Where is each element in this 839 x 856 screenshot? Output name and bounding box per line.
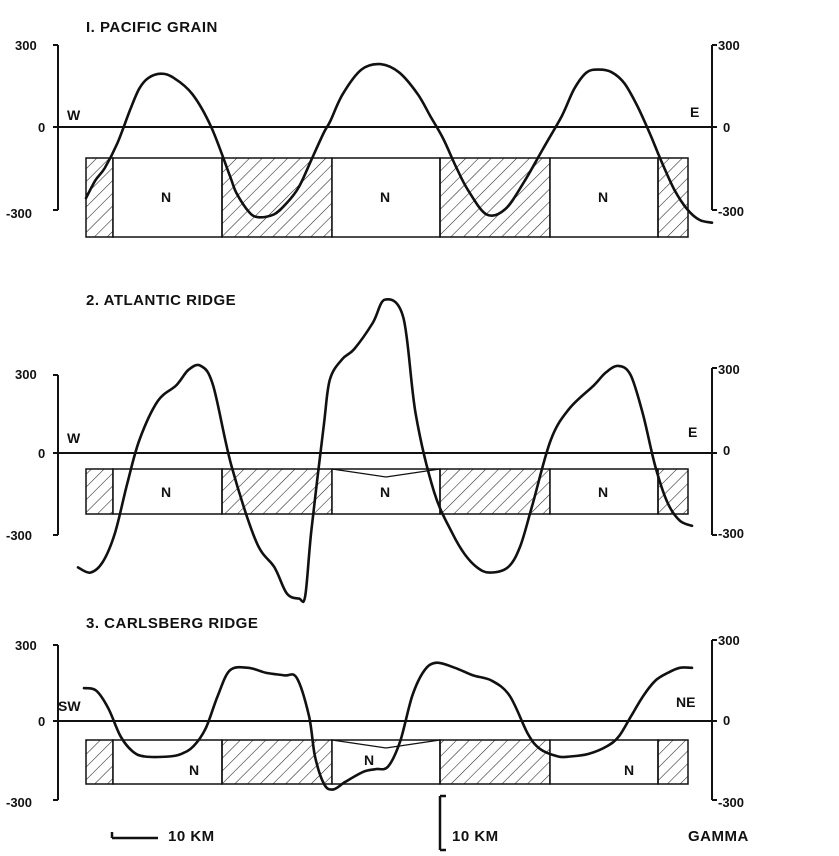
reversed-polarity-block [439,739,551,785]
reversed-polarity-block [85,468,114,515]
block-label-normal: N [364,752,375,768]
direction-label-west: W [67,430,81,446]
y-tick-left-minus-300: -300 [6,795,33,810]
normal-polarity-block [549,157,659,238]
vertical-scale-label: 10 KM [452,828,499,845]
panel-title-carlsberg-ridge: 3. CARLSBERG RIDGE [86,615,259,632]
y-tick-right-minus-300: -300 [718,795,745,810]
magnetic-anomaly-curve [82,661,694,791]
normal-polarity-block [549,468,659,515]
block-label-normal: N [624,762,635,778]
reversed-polarity-block [85,157,114,238]
y-tick-left-300: 300 [15,38,37,53]
block-notch [331,468,441,478]
block-label-normal: N [380,189,391,205]
magnetic-anomaly-curve [84,62,714,224]
block-label-normal: N [598,189,609,205]
normal-polarity-block [112,739,223,785]
y-tick-right-300: 300 [718,38,740,53]
y-tick-right-0: 0 [723,713,731,728]
y-tick-right-minus-300: -300 [718,526,745,541]
y-tick-right-minus-300: -300 [718,204,745,219]
block-label-normal: N [189,762,200,778]
panel-pacific-grain [53,44,717,238]
magnetic-anomaly-curve [76,298,694,604]
direction-label-east: E [688,424,698,440]
block-notch [331,739,441,749]
panel-title-pacific-grain: I. PACIFIC GRAIN [86,19,218,36]
reversed-polarity-block [439,468,551,515]
reversed-polarity-block [657,739,689,785]
reversed-polarity-block [85,739,114,785]
direction-label-west: W [67,107,81,123]
horizontal-scale-label: 10 KM [168,828,215,845]
y-tick-left-minus-300: -300 [6,206,33,221]
unit-label: GAMMA [688,828,749,845]
y-tick-left-0: 0 [38,714,46,729]
block-label-normal: N [598,484,609,500]
normal-polarity-block [112,468,223,515]
y-tick-right-300: 300 [718,633,740,648]
direction-label-northeast: NE [676,694,696,710]
panel-carlsberg-ridge [53,639,717,801]
direction-label-east: E [690,104,700,120]
y-tick-left-minus-300: -300 [6,528,33,543]
scale-bars [110,794,446,852]
y-tick-right-300: 300 [718,362,740,377]
normal-polarity-block [331,739,441,785]
panel-atlantic-ridge [53,298,717,604]
block-label-normal: N [380,484,391,500]
block-label-normal: N [161,484,172,500]
y-tick-left-300: 300 [15,367,37,382]
block-label-normal: N [161,189,172,205]
y-tick-right-0: 0 [723,443,731,458]
normal-polarity-block [331,157,441,238]
reversed-polarity-block [657,157,689,238]
y-tick-left-300: 300 [15,638,37,653]
y-tick-left-0: 0 [38,446,46,461]
y-tick-left-0: 0 [38,120,46,135]
direction-label-southwest: SW [58,698,81,714]
panel-title-atlantic-ridge: 2. ATLANTIC RIDGE [86,292,237,309]
y-tick-right-0: 0 [723,120,731,135]
